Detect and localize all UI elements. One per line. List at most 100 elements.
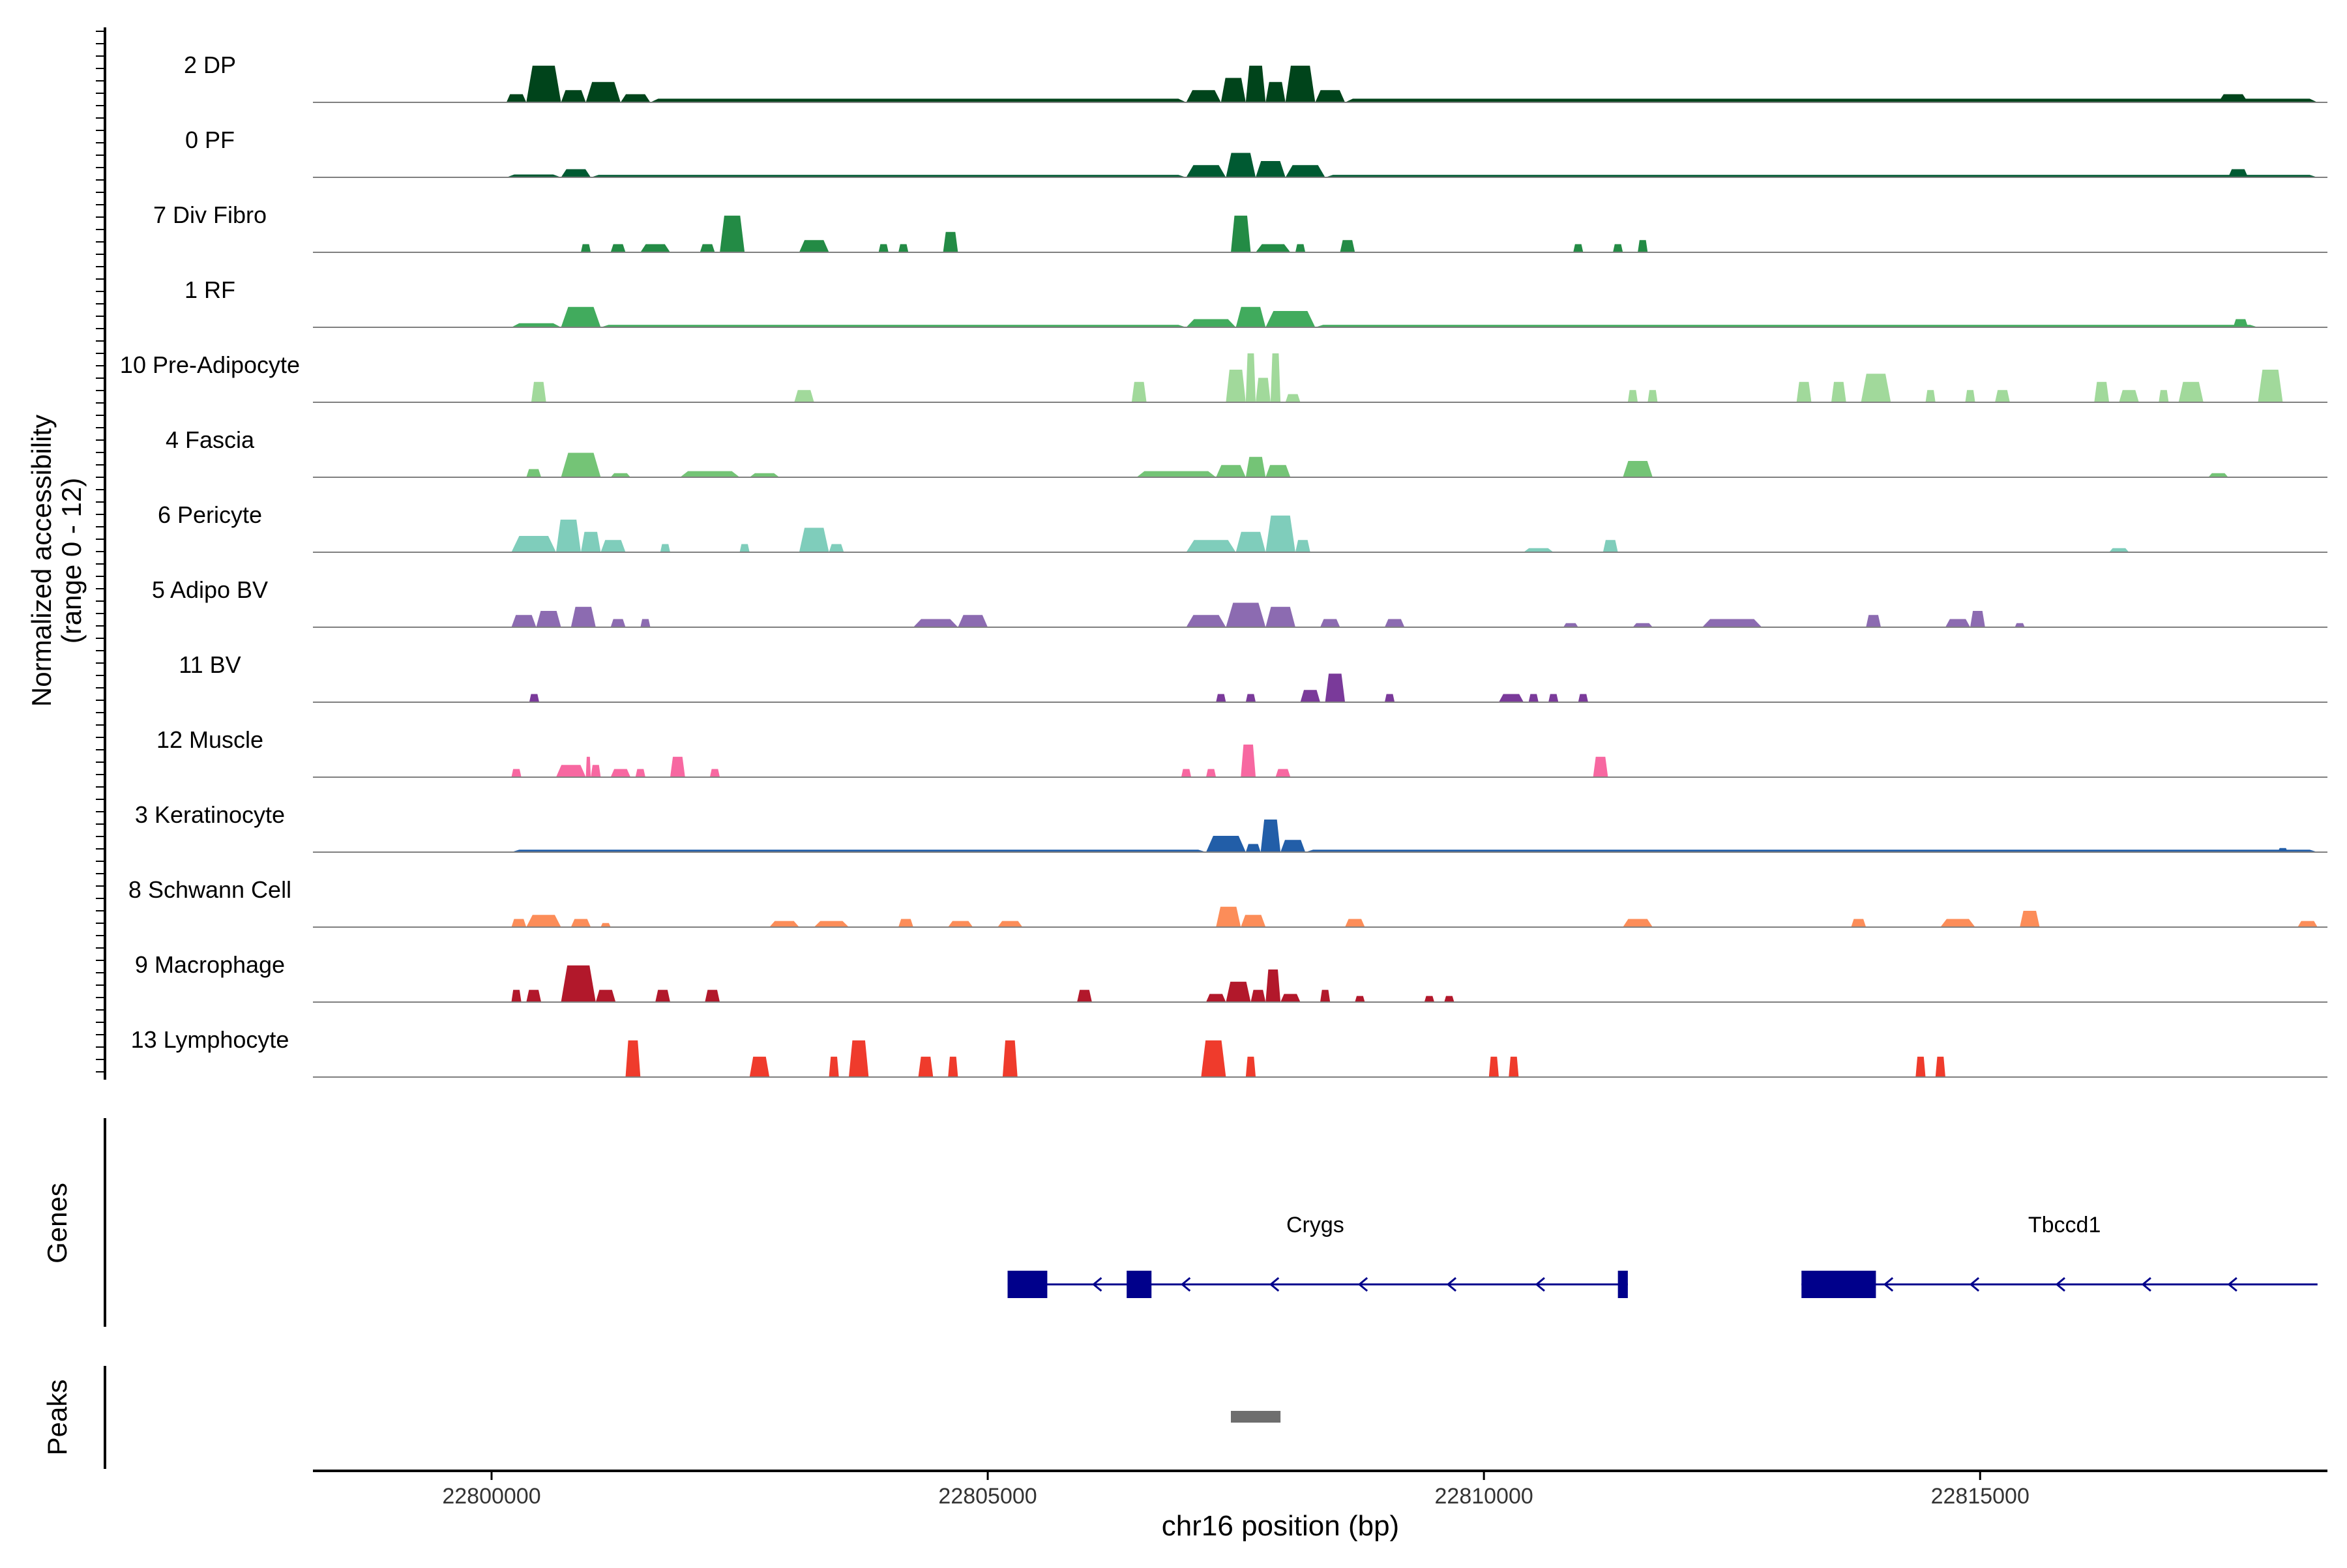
coverage-peak xyxy=(1384,619,1405,627)
coverage-peak xyxy=(1131,381,1147,402)
coverage-peak xyxy=(610,244,626,252)
coverage-peak xyxy=(1235,306,1266,327)
coverage-peak xyxy=(943,231,958,252)
coverage-peak xyxy=(1265,515,1295,552)
coverage-peak xyxy=(1295,244,1306,252)
coverage-peak xyxy=(595,990,616,1002)
coverage-peak xyxy=(1201,1040,1226,1077)
coverage-peak xyxy=(1245,694,1256,702)
coverage-peak xyxy=(506,174,561,177)
coverage-peak xyxy=(1866,615,1882,627)
x-axis-label: chr16 position (bp) xyxy=(1162,1510,1399,1542)
coverage-peak xyxy=(526,990,542,1002)
coverage-peak xyxy=(506,94,527,102)
coverage-peak xyxy=(1384,694,1395,702)
coverage-peak xyxy=(1563,623,1578,627)
coverage-peak xyxy=(555,765,586,777)
coverage-peak xyxy=(1602,540,1618,552)
coverage-peak xyxy=(591,765,601,777)
coverage-peak xyxy=(1235,531,1266,552)
coverage-peak xyxy=(1231,215,1251,252)
coverage-peak xyxy=(1220,78,1246,102)
coverage-peak xyxy=(1945,619,1971,627)
coverage-peak xyxy=(1205,769,1217,777)
coverage-peak xyxy=(2119,390,2139,402)
coverage-peak xyxy=(511,919,527,927)
coverage-peak xyxy=(1940,919,1975,927)
coverage-peak xyxy=(1186,540,1236,552)
coverage-peak xyxy=(1593,756,1608,777)
coverage-peak xyxy=(898,244,909,252)
coverage-peak xyxy=(1925,390,1936,402)
coverage-peak xyxy=(2277,848,2288,852)
coverage-peak xyxy=(610,619,626,627)
strand-arrow xyxy=(2141,1277,2151,1292)
coverage-peak xyxy=(1340,240,1355,252)
coverage-peak xyxy=(1250,990,1266,1002)
x-tick-label: 22805000 xyxy=(938,1484,1037,1509)
coverage-peak xyxy=(1245,1056,1256,1077)
coverage-peak xyxy=(1280,994,1301,1002)
track-label: 6 Pericyte xyxy=(158,501,262,528)
coverage-peak xyxy=(1345,98,2318,102)
coverage-peak xyxy=(1226,981,1251,1002)
track-label: 1 RF xyxy=(185,276,235,303)
coverage-peak xyxy=(511,536,556,552)
track-5: 4 Fascia xyxy=(166,426,2327,478)
coverage-peak xyxy=(1186,165,1226,177)
exon xyxy=(1127,1271,1152,1298)
track-label: 8 Schwann Cell xyxy=(128,876,291,903)
gene-label: Crygs xyxy=(1286,1213,1344,1237)
coverage-peak xyxy=(1831,381,1846,402)
coverage-peak xyxy=(1647,390,1658,402)
coverage-peak xyxy=(660,544,670,552)
coverage-peak xyxy=(1245,353,1256,402)
coverage-peak xyxy=(1186,319,1236,327)
coverage-peak xyxy=(1077,990,1092,1002)
coverage-peak xyxy=(2297,921,2318,927)
coverage-peak xyxy=(814,921,849,927)
coverage-peak xyxy=(1702,619,1762,627)
coverage-peak xyxy=(878,244,889,252)
coverage-peak xyxy=(1995,390,2010,402)
coverage-peak xyxy=(585,756,591,777)
coverage-peak xyxy=(1245,844,1261,852)
exon xyxy=(1617,1271,1628,1298)
coverage-peak xyxy=(1245,65,1266,102)
coverage-peak xyxy=(1285,65,1316,102)
track-label: 10 Pre-Adipocyte xyxy=(120,351,300,378)
coverage-peak xyxy=(1260,820,1281,852)
coverage-peak xyxy=(531,381,546,402)
gene-Tbccd1: Tbccd1 xyxy=(1801,1213,2318,1298)
coverage-peak xyxy=(1002,1040,1018,1077)
coverage-peak xyxy=(620,94,651,102)
track-label: 2 DP xyxy=(184,52,236,78)
coverage-peak xyxy=(570,919,591,927)
coverage-peak xyxy=(1285,165,1325,177)
coverage-peak xyxy=(1181,769,1192,777)
coverage-peak xyxy=(1241,915,1266,927)
coverage-peak xyxy=(635,769,645,777)
coverage-peak xyxy=(1136,471,1217,477)
gene-annotations: Crygs Tbccd1 xyxy=(1007,1213,2318,1298)
coverage-peak xyxy=(1638,240,1648,252)
coverage-peak xyxy=(2228,169,2249,177)
coverage-peak xyxy=(655,990,670,1002)
coverage-peak xyxy=(2208,473,2228,477)
coverage-peak xyxy=(2094,381,2110,402)
coverage-peak xyxy=(2258,370,2283,402)
coverage-peak xyxy=(580,244,591,252)
coverage-peak xyxy=(2015,623,2025,627)
coverage-peak xyxy=(1444,996,1454,1002)
coverage-peak xyxy=(829,1056,839,1077)
coverage-peak xyxy=(799,240,829,252)
coverage-peak xyxy=(829,544,844,552)
coverage-peak xyxy=(1186,90,1221,102)
coverage-peak xyxy=(997,921,1023,927)
coverage-peak xyxy=(1300,690,1320,702)
coverage-peak xyxy=(610,473,631,477)
y-axis-label-range: (range 0 - 12) xyxy=(56,478,87,643)
coverage-peak xyxy=(1265,606,1295,627)
coverage-peak xyxy=(511,769,522,777)
coverage-peak xyxy=(2109,548,2129,552)
